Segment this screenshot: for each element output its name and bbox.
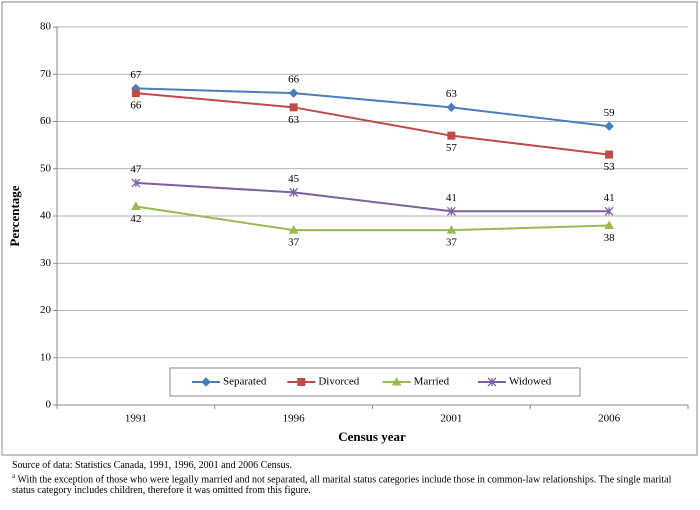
legend-label: Married [414, 376, 450, 388]
chart-border [1, 1, 698, 456]
x-axis-title: Census year [338, 429, 406, 444]
footnote: a With the exception of those who were l… [12, 471, 692, 496]
source-note: Source of data: Statistics Canada, 1991,… [12, 460, 292, 471]
footnote-text: With the exception of those who were leg… [12, 474, 672, 497]
marker [201, 377, 211, 387]
y-tick-label: 70 [40, 68, 52, 80]
y-tick-label: 10 [40, 351, 52, 363]
data-label: 38 [604, 232, 616, 244]
marker [289, 103, 298, 112]
y-tick-label: 50 [40, 162, 52, 174]
marker [131, 201, 141, 211]
marker [447, 131, 456, 140]
marker [604, 206, 614, 216]
marker [131, 178, 141, 188]
marker [446, 225, 457, 234]
footnotes: Source of data: Statistics Canada, 1991,… [12, 460, 692, 496]
legend-label: Separated [223, 376, 267, 388]
marker [288, 88, 299, 98]
data-label: 63 [446, 88, 458, 100]
marker [604, 121, 614, 131]
data-label: 47 [130, 163, 142, 175]
y-axis-title: Percentage [7, 185, 22, 246]
series-line [135, 87, 610, 128]
data-label: 57 [446, 142, 458, 154]
legend-box [169, 367, 581, 397]
series-line [135, 92, 610, 156]
legend-label: Divorced [318, 376, 359, 388]
marker [604, 220, 614, 229]
data-label: 67 [130, 69, 142, 81]
x-tick-label: 1996 [283, 413, 306, 425]
marker [288, 225, 299, 234]
data-label: 59 [604, 107, 616, 119]
data-label: 63 [288, 114, 300, 126]
x-tick-label: 1991 [125, 413, 147, 425]
marker [446, 206, 456, 216]
data-label: 37 [446, 237, 458, 249]
marker [391, 376, 402, 386]
footnote-marker: a [12, 472, 16, 480]
legend-label: Widowed [509, 376, 552, 388]
data-label: 45 [288, 173, 300, 185]
series-line [135, 205, 610, 232]
marker [487, 377, 497, 387]
x-tick-label: 2006 [598, 413, 621, 425]
data-label: 41 [604, 192, 615, 204]
series-line [135, 181, 610, 213]
marker [289, 187, 299, 197]
chart: Percentage Census year 0 10 20 30 40 50 60 70 80… [1, 1, 698, 456]
marker [131, 89, 140, 98]
y-tick-label: 40 [40, 210, 52, 222]
y-tick-label: 60 [40, 115, 52, 127]
y-tick-label: 0 [46, 399, 52, 411]
data-label: 42 [130, 213, 141, 225]
marker [446, 102, 457, 113]
data-label: 37 [288, 237, 300, 249]
data-label: 41 [446, 192, 457, 204]
y-tick-label: 20 [40, 304, 52, 316]
data-label: 66 [130, 100, 142, 112]
y-tick-label: 30 [40, 257, 52, 269]
marker [297, 378, 306, 386]
x-tick-label: 2001 [440, 413, 462, 425]
y-tick-label: 80 [40, 21, 52, 33]
data-label: 66 [288, 74, 300, 86]
marker [605, 150, 614, 159]
data-label: 53 [604, 161, 616, 173]
